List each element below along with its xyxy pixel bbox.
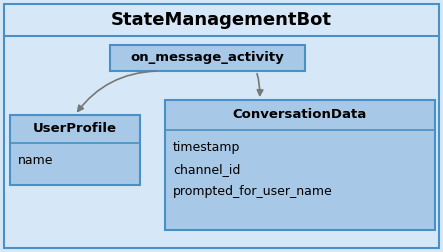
Bar: [110, 45, 305, 71]
Text: name: name: [18, 154, 54, 168]
Text: StateManagementBot: StateManagementBot: [111, 11, 332, 29]
Text: UserProfile: UserProfile: [33, 122, 117, 136]
Bar: [165, 100, 435, 230]
Text: channel_id: channel_id: [173, 164, 241, 176]
Text: timestamp: timestamp: [173, 142, 241, 154]
Text: on_message_activity: on_message_activity: [131, 51, 284, 65]
Bar: [10, 115, 140, 185]
Text: prompted_for_user_name: prompted_for_user_name: [173, 185, 333, 199]
Text: ConversationData: ConversationData: [233, 109, 367, 121]
